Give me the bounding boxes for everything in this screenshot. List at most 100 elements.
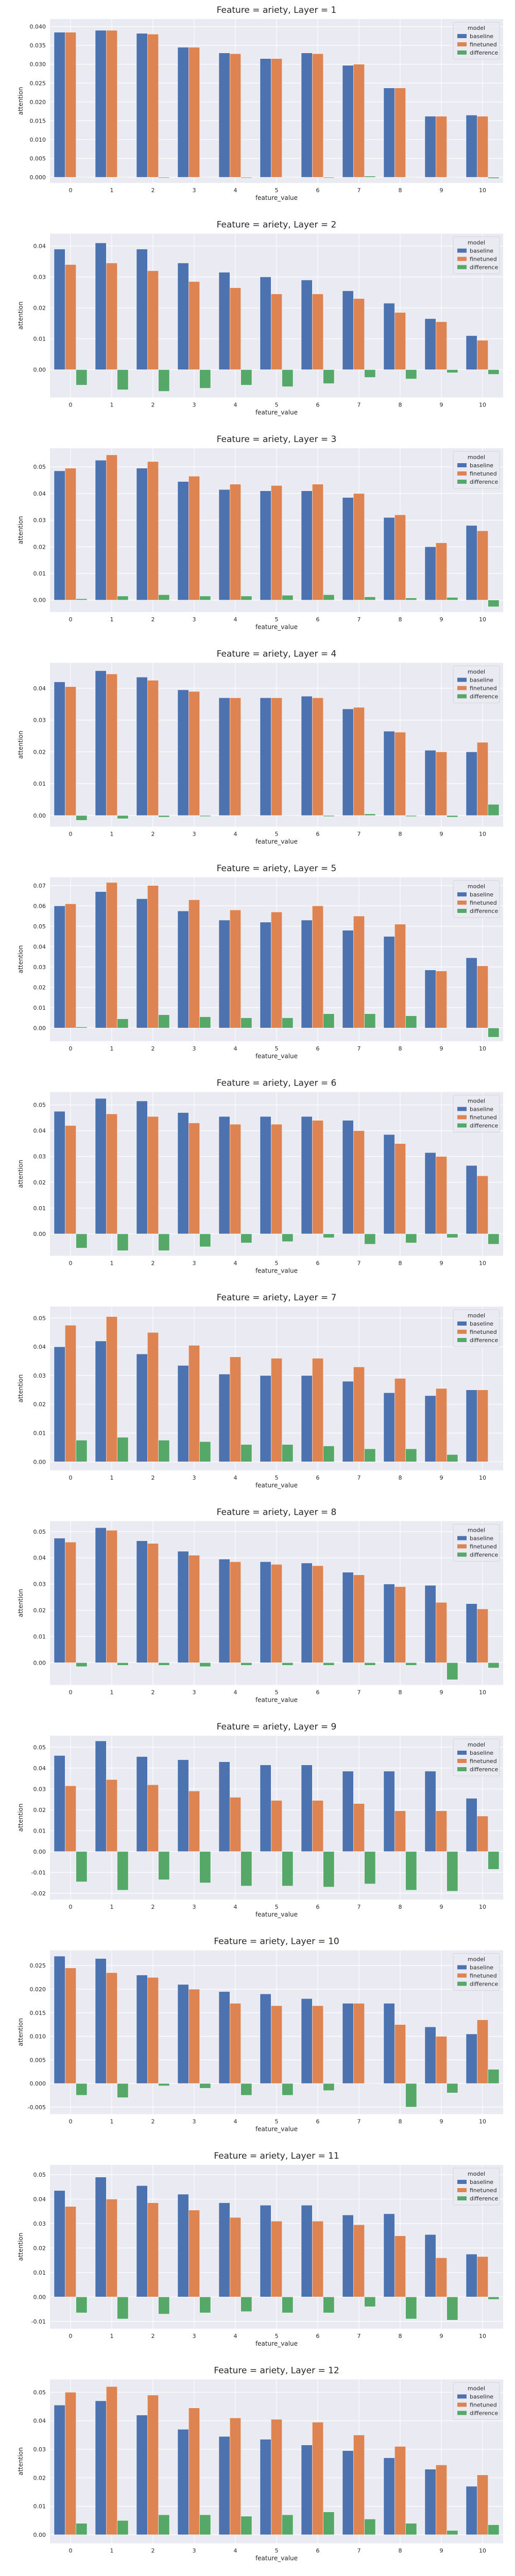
bar-baseline — [95, 1527, 107, 1663]
bar-finetuned — [65, 2206, 76, 2297]
bar-baseline — [218, 2436, 230, 2535]
bar-difference — [447, 2297, 458, 2320]
bar-difference — [364, 2083, 376, 2084]
bar-difference — [323, 369, 335, 384]
bar-baseline — [136, 677, 148, 816]
y-tick-label: 0.02 — [33, 305, 46, 312]
y-tick-label: 0.000 — [30, 174, 46, 181]
x-tick-label: 3 — [193, 2119, 196, 2125]
bar-finetuned — [230, 287, 241, 370]
bar-baseline — [95, 670, 107, 816]
x-tick-label: 8 — [399, 1689, 402, 1696]
bar-baseline — [136, 1540, 148, 1663]
x-tick-label: 9 — [440, 831, 443, 838]
x-tick-label: 2 — [151, 1045, 155, 1052]
x-tick-label: 8 — [399, 1045, 402, 1052]
bar-finetuned — [147, 1977, 159, 2084]
bar-difference — [488, 2069, 500, 2084]
chart-title: Feature = ariety, Layer = 7 — [217, 1293, 337, 1303]
x-tick-label: 10 — [479, 1689, 486, 1696]
x-tick-label: 5 — [275, 402, 279, 409]
y-tick-label: 0.015 — [30, 117, 46, 124]
bar-difference — [282, 1018, 294, 1028]
bar-finetuned — [65, 686, 76, 816]
legend-box — [453, 666, 500, 703]
bar-baseline — [95, 2177, 107, 2297]
x-tick-label: 9 — [440, 1475, 443, 1481]
bar-finetuned — [230, 1797, 241, 1852]
bar-finetuned — [147, 1332, 159, 1462]
x-tick-label: 7 — [357, 1904, 361, 1910]
bar-baseline — [260, 2205, 271, 2297]
bar-finetuned — [477, 116, 488, 178]
bar-difference — [282, 2514, 294, 2535]
legend-label-difference: difference — [470, 264, 498, 271]
x-tick-label: 6 — [316, 616, 320, 623]
bar-finetuned — [230, 909, 241, 1028]
bar-difference — [199, 177, 211, 178]
y-tick-label: 0.06 — [33, 903, 46, 909]
bar-finetuned — [106, 1530, 117, 1663]
bar-baseline — [177, 2429, 189, 2535]
bar-finetuned — [147, 885, 159, 1028]
bar-difference — [488, 1028, 500, 1038]
x-tick-label: 3 — [193, 616, 196, 623]
bar-baseline — [342, 930, 354, 1028]
x-tick-label: 5 — [275, 1260, 279, 1267]
bar-finetuned — [147, 2202, 159, 2297]
bar-difference — [405, 1663, 417, 1666]
x-tick-label: 4 — [234, 2119, 237, 2125]
bar-finetuned — [353, 1366, 365, 1462]
x-tick-label: 5 — [275, 2548, 279, 2554]
bar-baseline — [342, 291, 354, 370]
bar-baseline — [218, 489, 230, 600]
bar-baseline — [424, 2234, 436, 2297]
bar-finetuned — [106, 2199, 117, 2297]
bar-difference — [282, 177, 294, 178]
bar-difference — [199, 1016, 211, 1028]
bar-difference — [323, 1663, 335, 1666]
legend-swatch-baseline — [457, 892, 467, 896]
x-tick-label: 3 — [193, 1475, 196, 1481]
bar-finetuned — [230, 2003, 241, 2084]
bar-finetuned — [188, 1555, 200, 1663]
bar-difference — [117, 1663, 129, 1666]
bar-baseline — [342, 1771, 354, 1852]
legend-box — [453, 1738, 500, 1776]
y-tick-label: 0.04 — [33, 685, 46, 692]
legend-title: model — [468, 2385, 485, 2392]
bar-difference — [488, 600, 500, 607]
x-tick-label: 0 — [69, 1689, 73, 1696]
x-tick-label: 10 — [479, 2333, 486, 2340]
bar-baseline — [466, 752, 477, 816]
bar-difference — [117, 596, 129, 600]
bar-baseline — [424, 750, 436, 816]
x-tick-label: 9 — [440, 1689, 443, 1696]
bar-baseline — [218, 1374, 230, 1462]
bar-baseline — [424, 547, 436, 600]
bar-baseline — [218, 1761, 230, 1852]
bar-difference — [76, 2083, 88, 2096]
bar-baseline — [218, 1116, 230, 1234]
bar-finetuned — [477, 1816, 488, 1852]
x-tick-label: 0 — [69, 2548, 73, 2554]
legend-label-finetuned: finetuned — [470, 2402, 497, 2409]
legend-label-finetuned: finetuned — [470, 256, 497, 263]
y-tick-label: 0.02 — [33, 1401, 46, 1408]
legend-label-finetuned: finetuned — [470, 1758, 497, 1765]
bar-difference — [241, 2083, 252, 2096]
bar-finetuned — [436, 1156, 447, 1234]
x-tick-label: 7 — [357, 2548, 361, 2554]
x-tick-label: 2 — [151, 1689, 155, 1696]
x-tick-label: 10 — [479, 402, 486, 409]
legend-title: model — [468, 1527, 485, 1534]
legend-swatch-finetuned — [457, 1115, 467, 1120]
bar-finetuned — [106, 454, 117, 600]
x-tick-label: 10 — [479, 1260, 486, 1267]
x-tick-label: 2 — [151, 831, 155, 838]
x-tick-label: 10 — [479, 616, 486, 623]
x-tick-label: 2 — [151, 616, 155, 623]
